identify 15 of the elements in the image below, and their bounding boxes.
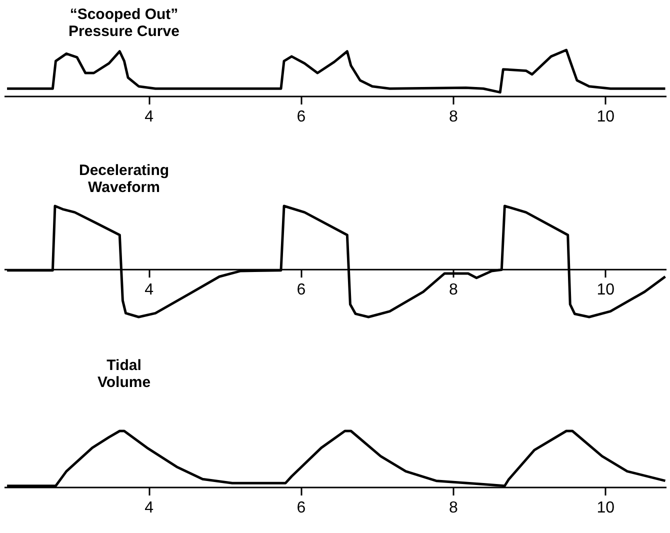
chart-title: “Scooped Out” Pressure Curve [68,6,180,40]
x-tick-label: 8 [448,108,458,126]
x-tick-label: 6 [296,500,306,516]
x-tick-label: 6 [296,282,306,299]
x-tick-label: 4 [144,108,154,126]
x-tick-label: 6 [296,108,306,126]
x-tick-label: 8 [448,282,458,299]
chart-title: Tidal Volume [97,356,151,391]
x-tick-label: 10 [596,108,615,126]
x-tick-label: 4 [144,282,154,299]
x-tick-label: 10 [596,500,615,516]
x-tick-label: 8 [448,500,458,516]
x-tick-label: 4 [144,500,154,516]
chart-title: Decelerating Waveform [78,162,170,196]
x-tick-label: 10 [596,282,615,299]
